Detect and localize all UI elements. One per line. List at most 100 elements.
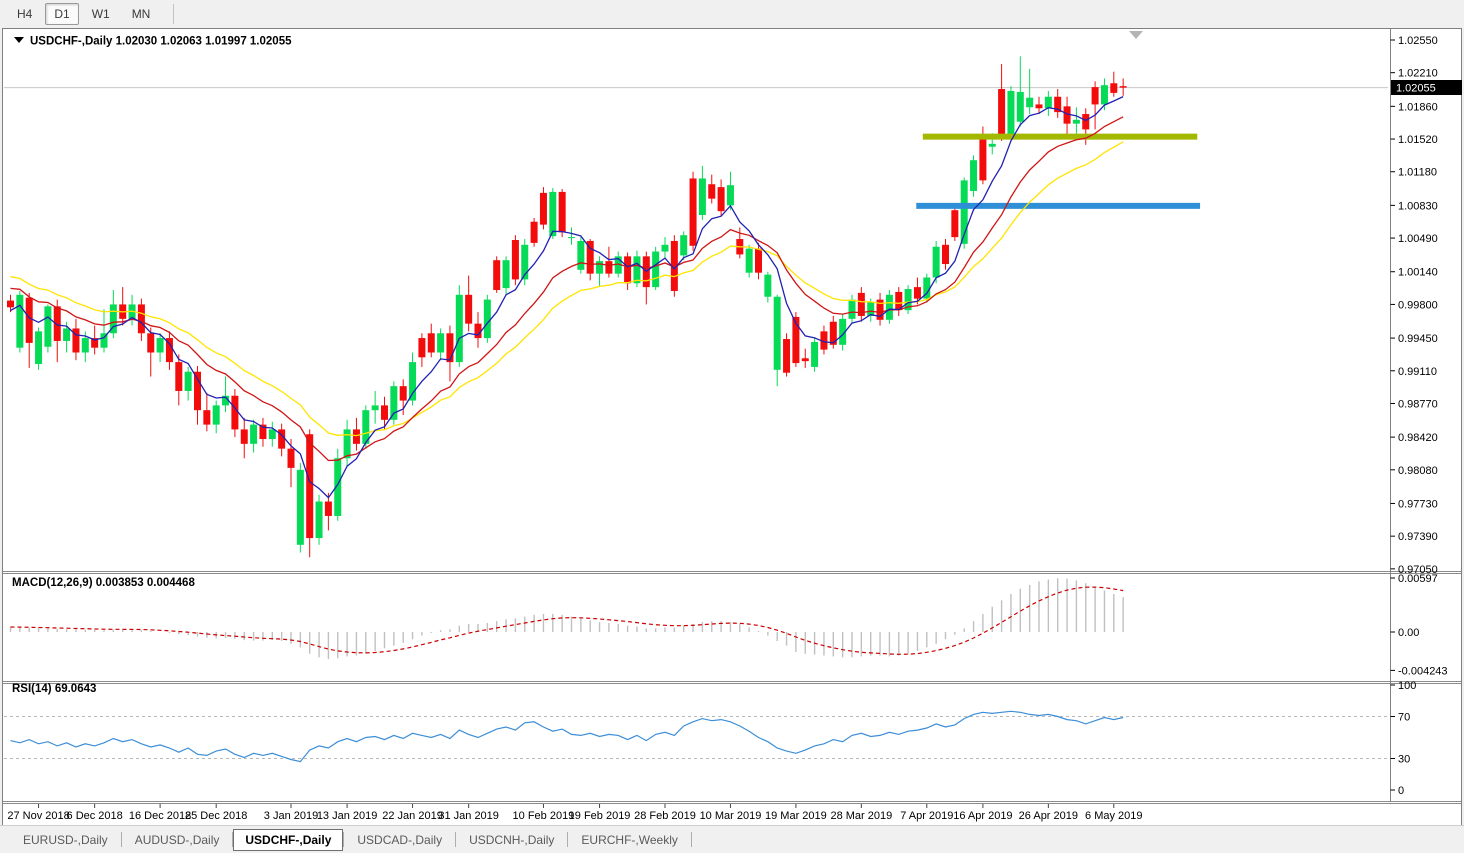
svg-text:100: 100 bbox=[1398, 680, 1416, 692]
candle-body bbox=[7, 300, 14, 308]
timeframe-button-h4[interactable]: H4 bbox=[8, 3, 41, 25]
candle-body bbox=[175, 362, 183, 391]
candle-body bbox=[680, 235, 688, 256]
candle-body bbox=[1110, 83, 1118, 93]
svg-text:28 Feb 2019: 28 Feb 2019 bbox=[634, 810, 696, 822]
candle-body bbox=[549, 191, 557, 237]
chart-tab-eurchf[interactable]: EURCHF-,Weekly bbox=[581, 832, 678, 847]
candle-body bbox=[427, 333, 435, 353]
candle-body bbox=[801, 358, 809, 362]
toolbar-separator bbox=[173, 4, 175, 24]
candle-body bbox=[109, 304, 117, 334]
timeframe-button-w1[interactable]: W1 bbox=[83, 3, 119, 25]
svg-text:0.00: 0.00 bbox=[1398, 627, 1419, 639]
candle-body bbox=[829, 321, 837, 345]
svg-text:31 Jan 2019: 31 Jan 2019 bbox=[438, 810, 499, 822]
svg-text:0.97390: 0.97390 bbox=[1398, 531, 1438, 543]
candle-body bbox=[493, 260, 501, 291]
chart-layers: 1.02550 1.02210 1.01860 1.01520 1.01180 1.008… bbox=[2, 28, 1462, 826]
candle-body bbox=[605, 261, 613, 274]
current-price-value: 1.02055 bbox=[1396, 83, 1436, 95]
candle-body bbox=[670, 240, 678, 291]
candle-body bbox=[437, 333, 445, 353]
svg-text:0.99450: 0.99450 bbox=[1398, 333, 1438, 345]
svg-text:26 Apr 2019: 26 Apr 2019 bbox=[1019, 810, 1078, 822]
candle-body bbox=[652, 251, 660, 288]
candle-body bbox=[951, 210, 959, 238]
candle-body bbox=[521, 244, 529, 280]
candle-body bbox=[156, 338, 164, 353]
candle-body bbox=[446, 333, 454, 363]
candle-body bbox=[970, 160, 978, 191]
macd-histogram bbox=[9, 578, 1124, 660]
candle-body bbox=[1119, 86, 1127, 88]
svg-text:1.00830: 1.00830 bbox=[1398, 200, 1438, 212]
symbol-dropdown-icon[interactable] bbox=[14, 37, 24, 43]
candle-body bbox=[614, 256, 622, 274]
ma-slow-yellow bbox=[10, 141, 1124, 437]
candle-body bbox=[231, 395, 239, 430]
chart-shift-marker[interactable] bbox=[1129, 31, 1143, 39]
chart-tab-usdcnh[interactable]: USDCNH-,Daily bbox=[469, 832, 555, 847]
svg-text:16 Apr 2019: 16 Apr 2019 bbox=[953, 810, 1012, 822]
svg-text:1.01180: 1.01180 bbox=[1398, 167, 1437, 179]
candle-body bbox=[698, 178, 706, 216]
svg-text:70: 70 bbox=[1398, 712, 1410, 724]
candle-body bbox=[381, 405, 388, 420]
candle-body bbox=[296, 469, 304, 545]
tab-separator bbox=[690, 832, 692, 847]
svg-text:1.02550: 1.02550 bbox=[1398, 35, 1438, 47]
svg-text:1.01520: 1.01520 bbox=[1398, 134, 1438, 146]
candle-body bbox=[194, 371, 201, 411]
svg-text:25 Dec 2018: 25 Dec 2018 bbox=[185, 810, 247, 822]
candle-body bbox=[904, 289, 912, 311]
candle-body bbox=[1007, 90, 1015, 135]
candle-body bbox=[371, 405, 379, 411]
candle-body bbox=[222, 395, 230, 406]
tab-separator bbox=[567, 832, 569, 847]
chart-tab-eurusd[interactable]: EURUSD-,Daily bbox=[23, 832, 108, 847]
macd-label: MACD(12,26,9) 0.003853 0.004468 bbox=[12, 577, 195, 589]
candle-body bbox=[857, 292, 865, 316]
candle-body bbox=[250, 424, 258, 444]
candle-body bbox=[932, 246, 940, 278]
svg-text:10 Mar 2019: 10 Mar 2019 bbox=[700, 810, 762, 822]
candle-body bbox=[726, 185, 734, 206]
svg-text:0: 0 bbox=[1398, 785, 1404, 797]
candle-body bbox=[91, 338, 99, 348]
candle-body bbox=[315, 501, 323, 539]
candle-body bbox=[811, 341, 819, 367]
timeframe-button-mn[interactable]: MN bbox=[123, 3, 160, 25]
candle-body bbox=[942, 244, 949, 265]
timeframe-button-d1[interactable]: D1 bbox=[45, 3, 79, 25]
candle-body bbox=[577, 240, 585, 270]
candle-body bbox=[1035, 104, 1043, 109]
candle-body bbox=[390, 386, 398, 420]
svg-text:28 Mar 2019: 28 Mar 2019 bbox=[830, 810, 892, 822]
chart-canvas[interactable]: 1.02550 1.02210 1.01860 1.01520 1.01180 1.008… bbox=[2, 28, 1462, 826]
candle-body bbox=[399, 386, 407, 401]
candle-body bbox=[848, 299, 856, 319]
candle-body bbox=[1082, 114, 1090, 130]
svg-text:16 Dec 2018: 16 Dec 2018 bbox=[129, 810, 191, 822]
candle-body bbox=[745, 248, 753, 273]
candle-body bbox=[502, 260, 510, 289]
svg-text:13 Jan 2019: 13 Jan 2019 bbox=[317, 810, 378, 822]
candle-body bbox=[960, 180, 968, 244]
svg-text:10 Feb 2019: 10 Feb 2019 bbox=[513, 810, 575, 822]
support-line-blue[interactable] bbox=[916, 202, 1201, 209]
candle-body bbox=[979, 135, 987, 181]
candles-layer bbox=[7, 56, 1127, 558]
chart-tab-usdcad[interactable]: USDCAD-,Daily bbox=[357, 832, 443, 847]
svg-text:30: 30 bbox=[1398, 754, 1410, 766]
candle-body bbox=[624, 256, 632, 284]
chart-tab-audusd[interactable]: AUDUSD-,Daily bbox=[134, 832, 220, 847]
chart-tab-usdchf[interactable]: USDCHF-,Daily bbox=[233, 828, 344, 851]
candle-body bbox=[689, 178, 697, 246]
price-axis[interactable]: 1.02550 1.02210 1.01860 1.01520 1.01180 1.008… bbox=[1390, 35, 1448, 797]
candle-body bbox=[259, 424, 267, 440]
svg-text:-0.004243: -0.004243 bbox=[1398, 665, 1448, 677]
resistance-line-olive[interactable] bbox=[922, 133, 1198, 140]
